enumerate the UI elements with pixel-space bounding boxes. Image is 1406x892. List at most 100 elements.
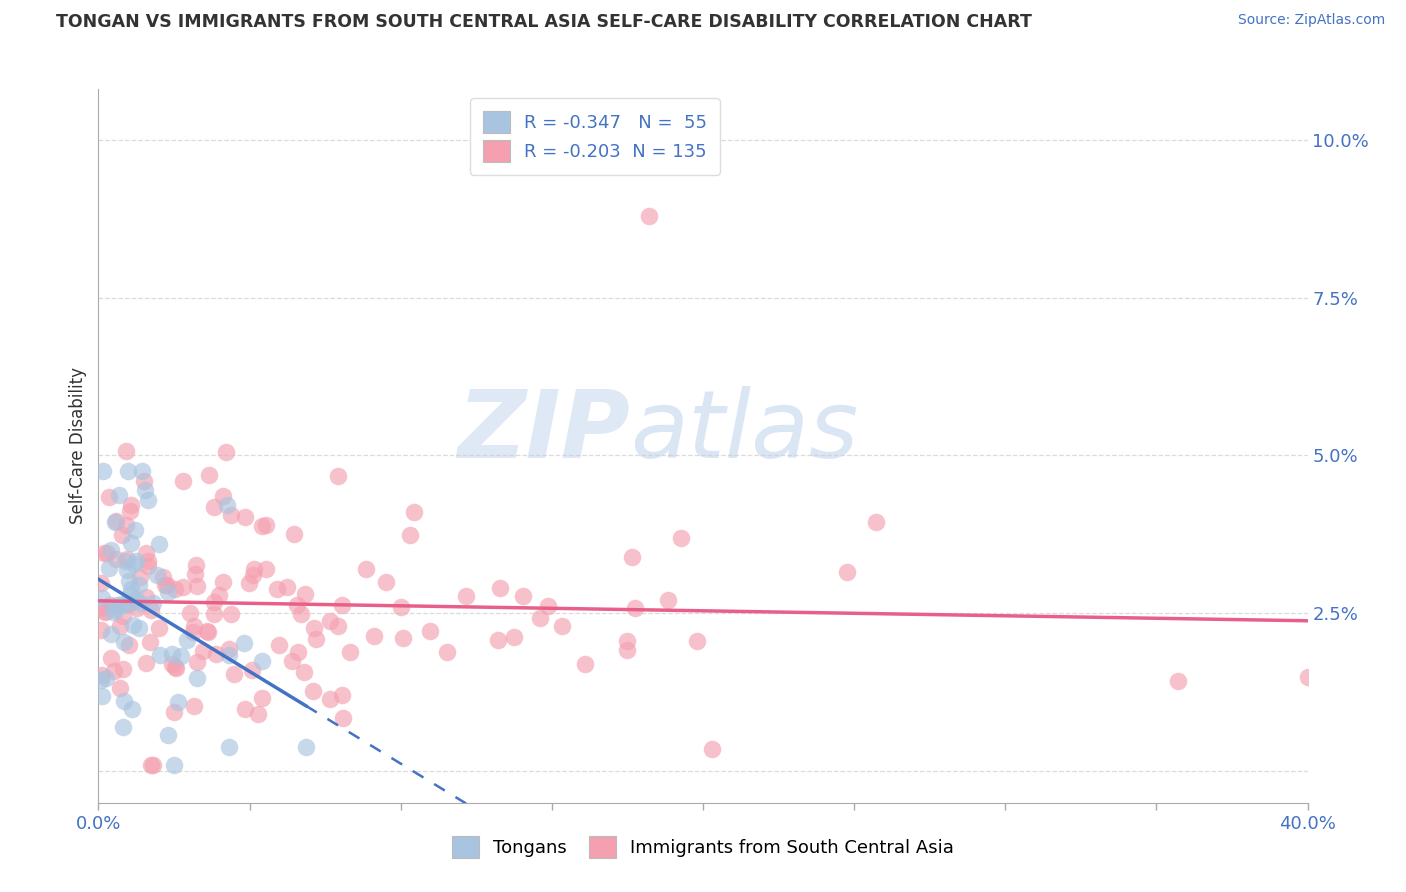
Point <box>105 598 128 612</box>
Point <box>125 554 148 568</box>
Point <box>94 604 117 618</box>
Point <box>212 489 235 503</box>
Point <box>108 681 131 695</box>
Point <box>281 654 304 668</box>
Point <box>243 561 266 575</box>
Point <box>375 575 398 590</box>
Point <box>233 509 256 524</box>
Point <box>148 537 170 551</box>
Point <box>392 631 415 645</box>
Point <box>512 590 534 604</box>
Point <box>131 464 153 478</box>
Point <box>250 518 273 533</box>
Point <box>172 580 194 594</box>
Point <box>127 600 149 615</box>
Point <box>157 584 180 599</box>
Point <box>332 711 354 725</box>
Point <box>402 505 425 519</box>
Point <box>294 587 316 601</box>
Y-axis label: Self-Care Disability: Self-Care Disability <box>69 368 87 524</box>
Point <box>129 570 152 584</box>
Point <box>254 518 277 533</box>
Point <box>100 627 122 641</box>
Point <box>138 554 160 568</box>
Point <box>339 645 361 659</box>
Point <box>139 603 162 617</box>
Point <box>330 598 353 612</box>
Point <box>202 500 225 514</box>
Point <box>616 643 638 657</box>
Point <box>419 624 441 639</box>
Point <box>108 488 131 502</box>
Point <box>702 741 724 756</box>
Point <box>195 624 218 639</box>
Point <box>211 574 233 589</box>
Point <box>134 474 156 488</box>
Point <box>304 621 326 635</box>
Point <box>197 625 219 640</box>
Point <box>160 648 183 662</box>
Point <box>93 546 115 560</box>
Point <box>112 635 135 649</box>
Point <box>204 647 226 661</box>
Text: ZIP: ZIP <box>457 385 630 478</box>
Point <box>240 663 263 677</box>
Point <box>686 633 709 648</box>
Point <box>138 492 160 507</box>
Point <box>124 523 146 537</box>
Point <box>112 694 135 708</box>
Point <box>91 591 114 606</box>
Point <box>91 689 114 703</box>
Point <box>186 579 208 593</box>
Point <box>162 657 184 671</box>
Point <box>328 619 350 633</box>
Point <box>389 599 412 614</box>
Point <box>454 589 477 603</box>
Point <box>208 588 231 602</box>
Point <box>165 660 187 674</box>
Point <box>100 650 122 665</box>
Point <box>111 528 134 542</box>
Point <box>363 629 385 643</box>
Point <box>125 593 148 607</box>
Point <box>145 567 167 582</box>
Point <box>155 578 177 592</box>
Point <box>179 606 201 620</box>
Point <box>233 636 256 650</box>
Point <box>120 504 142 518</box>
Point <box>172 474 194 488</box>
Point <box>254 562 277 576</box>
Point <box>250 690 273 705</box>
Point <box>93 605 115 619</box>
Point <box>186 671 208 685</box>
Point <box>122 557 145 571</box>
Point <box>183 566 205 581</box>
Point <box>238 576 260 591</box>
Point <box>290 607 312 622</box>
Point <box>117 638 139 652</box>
Point <box>550 619 572 633</box>
Point <box>242 568 264 582</box>
Point <box>305 632 328 646</box>
Point <box>218 740 240 755</box>
Point <box>101 605 124 619</box>
Point <box>267 639 290 653</box>
Point <box>657 593 679 607</box>
Point <box>637 209 659 223</box>
Point <box>103 664 125 678</box>
Point <box>250 654 273 668</box>
Point <box>837 565 859 579</box>
Point <box>128 621 150 635</box>
Point <box>115 444 138 458</box>
Point <box>283 527 305 541</box>
Point <box>165 661 187 675</box>
Point <box>135 590 157 604</box>
Point <box>624 600 647 615</box>
Point <box>301 684 323 698</box>
Point <box>112 721 135 735</box>
Point <box>117 552 139 566</box>
Point <box>167 695 190 709</box>
Point <box>142 758 165 772</box>
Point <box>118 574 141 588</box>
Point <box>139 635 162 649</box>
